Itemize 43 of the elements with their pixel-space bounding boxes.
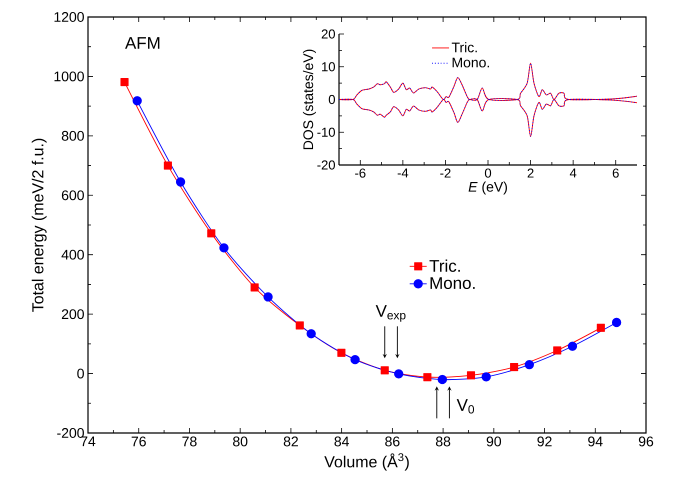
x-tick-label: 84 [334, 436, 349, 446]
y-tick-label: -20 [317, 160, 335, 170]
legend-label: Mono. [430, 277, 475, 290]
x-tick-label: 78 [182, 436, 197, 446]
x-tick-label: 88 [436, 436, 450, 446]
x-tick-label: 4 [570, 168, 576, 178]
x-tick-label: 86 [385, 436, 400, 446]
x-tick-label: 6 [612, 168, 619, 178]
y-tick-label: 400 [62, 250, 84, 260]
x-tick-label: 2 [528, 168, 534, 178]
legend-label: Tric. [452, 42, 477, 52]
x-tick-label: -6 [355, 168, 366, 178]
y-axis-title: DOS (states/eV) [302, 50, 316, 150]
legend-label: Mono. [452, 58, 489, 68]
x-tick-label: 96 [638, 436, 654, 446]
annotation: V$_{exp}$ [376, 305, 406, 322]
y-tick-label: 20 [322, 29, 335, 39]
x-tick-label: -4 [398, 168, 408, 178]
y-tick-label: -10 [317, 128, 335, 137]
x-tick-label: 90 [486, 436, 502, 446]
x-tick-label: 94 [588, 436, 603, 446]
y-tick-label: 800 [62, 130, 84, 141]
x-tick-label: 0 [484, 168, 492, 178]
y-tick-label: 1000 [54, 71, 84, 82]
x-tick-label: 76 [132, 436, 146, 446]
y-tick-label: 0 [77, 368, 84, 379]
x-axis-title: Volume (Å$^{3}$) [324, 453, 409, 471]
annotation: AFM [125, 37, 160, 49]
x-tick-label: 82 [284, 436, 298, 446]
x-tick-label: 74 [80, 436, 96, 446]
y-axis-title: Total energy (meV/2 f.u.) [32, 138, 47, 312]
y-tick-label: 200 [62, 309, 84, 320]
x-tick-label: 92 [537, 436, 552, 446]
y-tick-label: 1200 [54, 12, 84, 22]
x-axis-title: E (eV) [468, 182, 507, 195]
y-tick-label: 600 [62, 190, 84, 200]
y-tick-label: 10 [322, 62, 335, 72]
y-tick-label: -200 [57, 428, 84, 438]
x-tick-label: 80 [233, 436, 248, 446]
y-tick-label: 0 [328, 94, 335, 104]
legend-label: Tric. [430, 259, 460, 272]
x-tick-label: -2 [440, 168, 451, 178]
annotation: V$_{0}$ [456, 399, 474, 414]
